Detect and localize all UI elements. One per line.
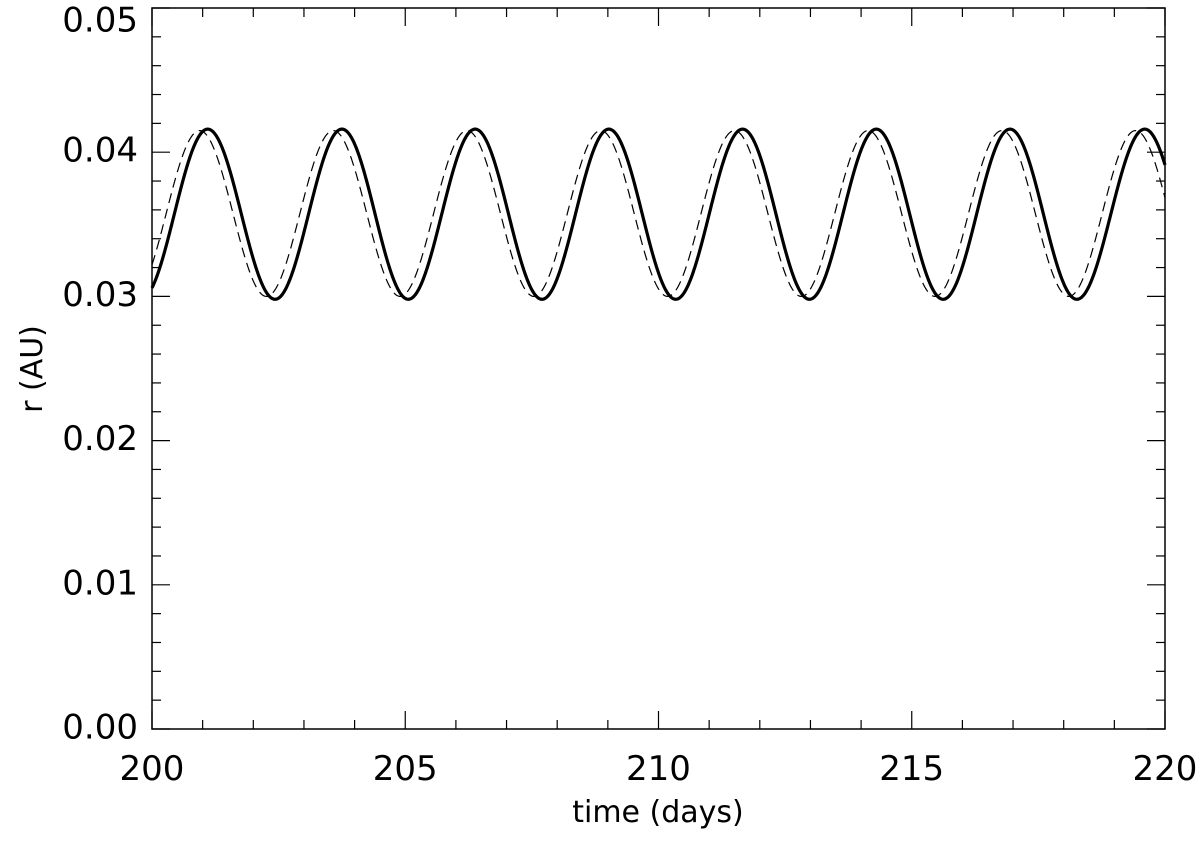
y-tick-label: 0.03 [62,275,138,315]
y-tick-label: 0.00 [62,708,138,748]
y-tick-label: 0.04 [62,131,138,171]
minor-ticks [152,8,1165,729]
x-tick-label: 220 [1133,749,1198,789]
x-tick-label: 210 [626,749,691,789]
plot-frame [151,7,1166,730]
y-tick-label: 0.01 [62,563,138,603]
major-ticks [151,7,1166,730]
series-solid-line [150,127,1167,301]
y-tick-label: 0.05 [62,1,138,41]
series-dashed-line [151,129,1166,298]
y-tick-label: 0.02 [62,419,138,459]
x-tick-label: 200 [120,749,185,789]
x-tick-label: 205 [373,749,438,789]
series-layer [150,127,1167,301]
x-tick-label: 215 [879,749,944,789]
y-axis-title: r (AU) [15,325,50,413]
x-axis-title: time (days) [572,795,744,830]
